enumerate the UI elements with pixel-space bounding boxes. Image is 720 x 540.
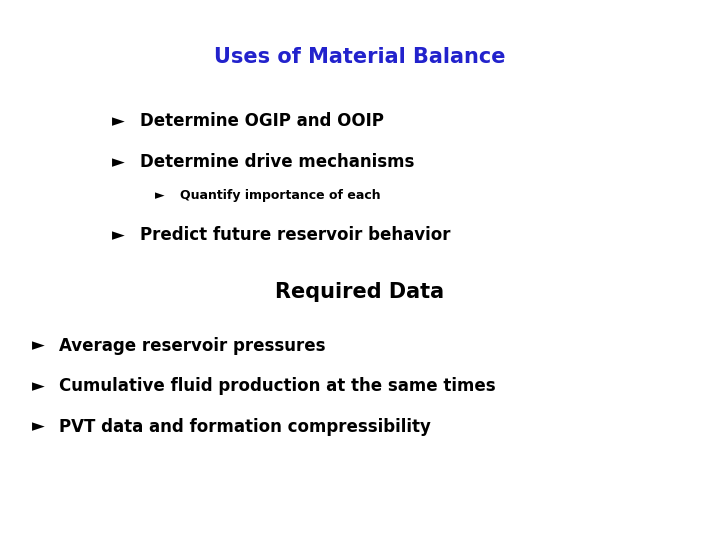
- Text: Cumulative fluid production at the same times: Cumulative fluid production at the same …: [59, 377, 495, 395]
- Text: PVT data and formation compressibility: PVT data and formation compressibility: [59, 417, 431, 436]
- Text: ►: ►: [112, 153, 125, 171]
- Text: ►: ►: [112, 226, 125, 244]
- Text: Average reservoir pressures: Average reservoir pressures: [59, 336, 325, 355]
- Text: Required Data: Required Data: [276, 281, 444, 302]
- Text: Predict future reservoir behavior: Predict future reservoir behavior: [140, 226, 451, 244]
- Text: ►: ►: [32, 417, 45, 436]
- Text: ►: ►: [155, 189, 164, 202]
- Text: Uses of Material Balance: Uses of Material Balance: [215, 46, 505, 67]
- Text: ►: ►: [32, 377, 45, 395]
- Text: ►: ►: [32, 336, 45, 355]
- Text: Determine drive mechanisms: Determine drive mechanisms: [140, 153, 415, 171]
- Text: ►: ►: [112, 112, 125, 131]
- Text: Determine OGIP and OOIP: Determine OGIP and OOIP: [140, 112, 384, 131]
- Text: Quantify importance of each: Quantify importance of each: [180, 189, 381, 202]
